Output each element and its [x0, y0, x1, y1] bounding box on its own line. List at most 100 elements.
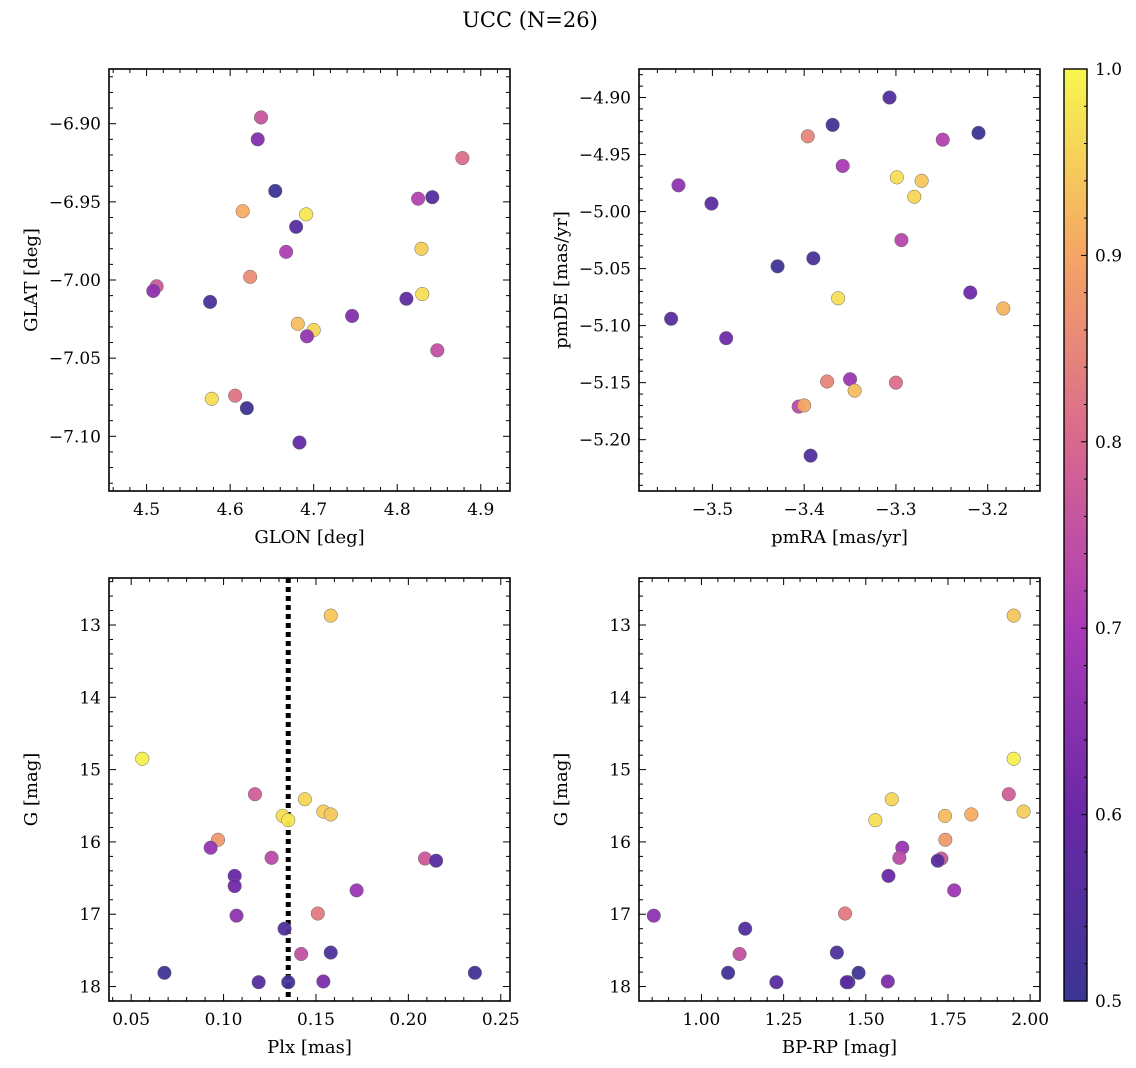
scatter-point [299, 329, 315, 344]
scatter-point [732, 946, 747, 962]
scatter-point [831, 291, 846, 306]
scatter-point [297, 792, 312, 807]
scatter-point [323, 608, 338, 623]
x-axis-label: pmRA [mas/yr] [771, 527, 908, 548]
x-axis-label: BP-RP [mag] [782, 1037, 897, 1058]
cmd-panel: 1.00 1.25 1.50 1.75 2.00 13 14 15 16 17 18 BP-RP [m… [551, 577, 1049, 1058]
colorbar-tick-label: 0.7 [1095, 619, 1122, 639]
y-tick-label: 18 [609, 978, 631, 998]
scatter-point [971, 125, 986, 140]
scatter-point [268, 183, 283, 198]
scatter-point [294, 946, 309, 962]
x-tick-label: 4.7 [300, 500, 327, 520]
colorbar-tick-label: 0.9 [1095, 246, 1122, 266]
x-tick-label: −3.5 [692, 500, 733, 520]
scatter-point [467, 965, 482, 980]
scatter-point [1016, 804, 1031, 819]
colorbar-gradient [1063, 68, 1088, 1002]
scatter-point [399, 291, 414, 306]
scatter-point [882, 90, 897, 105]
scatter-point [323, 945, 338, 960]
scatter-point [455, 151, 470, 166]
scatter-point [851, 965, 866, 980]
y-tick-label: −4.95 [579, 146, 631, 166]
x-tick-label: 0.25 [482, 1010, 520, 1030]
scatter-point [938, 832, 953, 847]
axes-frame [108, 577, 511, 1002]
x-tick-label: 4.9 [467, 500, 494, 520]
y-tick-label: −7.05 [49, 349, 101, 369]
scatter-point [770, 259, 785, 274]
x-tick-label: −3.3 [875, 500, 916, 520]
colorbar-tick-label: 0.5 [1095, 992, 1122, 1012]
y-tick-label: −7.10 [49, 427, 101, 447]
scatter-point [884, 792, 899, 807]
x-tick-label: 4.5 [133, 500, 160, 520]
x-tick-label: 2.00 [1011, 1010, 1049, 1030]
x-tick-label: −3.2 [967, 500, 1008, 520]
y-tick-label: −5.05 [579, 260, 631, 280]
scatter-point [414, 241, 429, 256]
scatter-point [907, 189, 922, 204]
x-tick-label: −3.4 [784, 500, 825, 520]
scatter-point [937, 808, 953, 823]
y-tick-label: −5.00 [579, 203, 631, 223]
scatter-point [930, 853, 945, 868]
points-group [146, 110, 470, 450]
y-tick-label: −5.20 [579, 431, 631, 451]
y-axis-label: GLAT [deg] [21, 228, 42, 332]
y-tick-label: 13 [609, 616, 631, 636]
scatter-point [430, 343, 445, 358]
x-axis-label: Plx [mas] [267, 1037, 352, 1058]
scatter-point [646, 908, 661, 923]
scatter-point [1006, 751, 1021, 766]
scatter-point [806, 251, 821, 266]
scatter-point [820, 374, 835, 389]
scatter-point [889, 170, 904, 185]
scatter-point [229, 908, 244, 923]
scatter-point [1001, 787, 1016, 802]
scatter-point [204, 391, 219, 406]
scatter-point [935, 132, 950, 147]
scatter-point [881, 868, 896, 883]
colorbar: 0.5 0.6 0.7 0.8 0.9 1.0 [1063, 60, 1122, 1012]
axes-frame [108, 68, 511, 492]
pm-panel: −3.5 −3.4 −3.3 −3.2 −4.90 −4.95 −5.00 −5.05 −5.1… [551, 68, 1041, 548]
x-tick-label: 0.20 [389, 1010, 427, 1030]
scatter-point [316, 974, 331, 989]
scatter-point [894, 233, 909, 248]
y-tick-label: −6.90 [49, 115, 101, 135]
scatter-point [264, 850, 279, 865]
y-tick-label: 16 [609, 833, 631, 853]
scatter-point [253, 110, 269, 125]
y-tick-label: 14 [609, 688, 631, 708]
colorbar-tick-label: 0.6 [1095, 806, 1122, 826]
scatter-point [704, 196, 719, 211]
scatter-point [964, 807, 979, 822]
scatter-point [829, 945, 844, 960]
scatter-point [1006, 608, 1021, 623]
x-tick-label: 1.00 [683, 1010, 721, 1030]
points-group [135, 578, 482, 1001]
scatter-point [880, 974, 895, 989]
scatter-point [914, 173, 929, 188]
scatter-point [892, 850, 907, 865]
scatter-point [888, 375, 903, 390]
x-tick-label: 1.75 [929, 1010, 967, 1030]
scatter-point [292, 435, 307, 450]
scatter-point [310, 906, 325, 921]
y-axis-label: G [mag] [21, 753, 42, 826]
scatter-point [425, 190, 440, 205]
scatter-point [228, 388, 243, 403]
scatter-point [738, 921, 753, 936]
scatter-point [719, 331, 734, 346]
scatter-point [345, 308, 360, 323]
scatter-point [429, 853, 444, 868]
scatter-point [721, 965, 736, 980]
scatter-point [289, 219, 304, 234]
scatter-point [290, 316, 305, 331]
scatter-point [227, 878, 242, 894]
scatter-point [243, 269, 258, 284]
scatter-point [235, 204, 250, 219]
